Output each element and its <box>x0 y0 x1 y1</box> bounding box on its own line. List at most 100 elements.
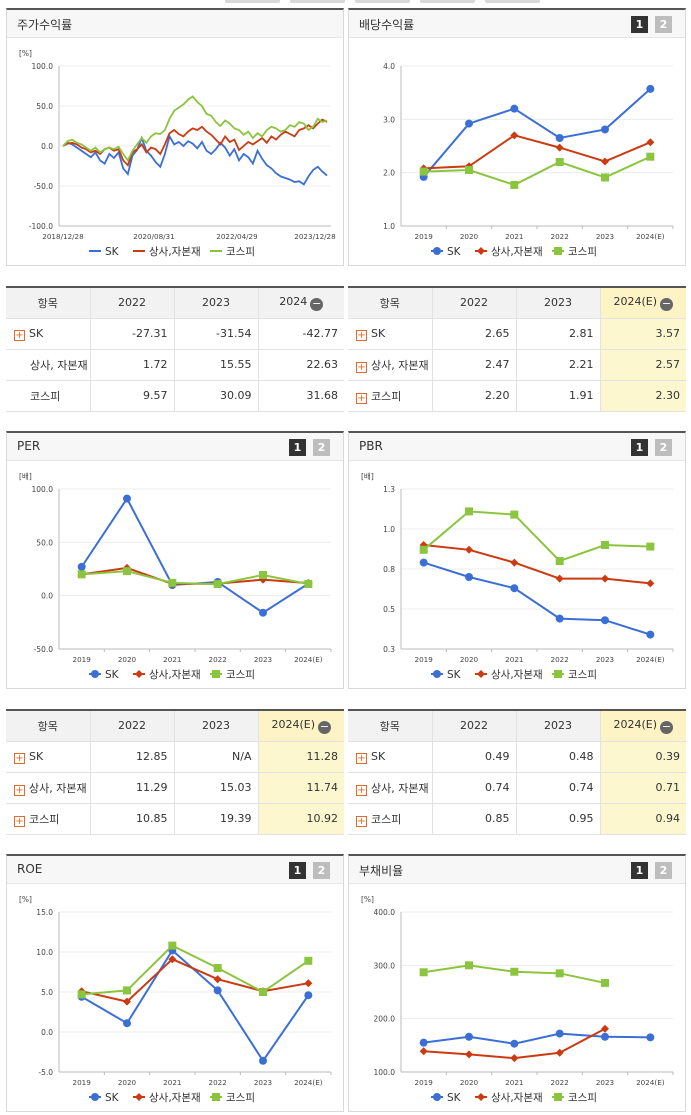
table-cell: 12.85 <box>90 741 175 773</box>
legend-label-kospi: 코스피 <box>568 246 597 258</box>
page-1-button[interactable]: 1 <box>631 439 648 456</box>
expand-plus-icon[interactable]: + <box>356 361 367 373</box>
legend-label-sk: SK <box>447 246 462 258</box>
column-header-item: 항목 <box>348 710 433 742</box>
page-1-button[interactable]: 1 <box>289 862 306 879</box>
page-2-button[interactable]: 2 <box>655 16 672 33</box>
row-label[interactable]: + 상사, 자본재 <box>348 772 433 804</box>
data-point-sk <box>601 125 609 134</box>
table-cell: 31.68 <box>258 380 344 412</box>
legend-label-sk: SK <box>105 1092 120 1104</box>
page-1-button[interactable]: 1 <box>631 862 648 879</box>
panel-header: 주가수익률 <box>7 10 343 38</box>
data-point-sk <box>465 573 473 581</box>
row-label[interactable]: + 상사, 자본재 <box>6 772 91 804</box>
table-row: + SK 2.65 2.81 3.57 <box>348 318 686 350</box>
collapse-icon[interactable]: − <box>660 296 674 311</box>
legend-marker-sk <box>433 670 441 678</box>
expand-plus-icon[interactable]: + <box>14 815 25 827</box>
data-point-sector <box>646 138 655 147</box>
unit-label: [배] <box>361 472 374 481</box>
column-header-year: 2022 <box>90 710 175 742</box>
data-point-sector <box>304 979 313 988</box>
table-cell: 0.39 <box>600 741 686 773</box>
column-header-label: 2024 <box>279 294 308 308</box>
data-point-kospi <box>259 988 267 996</box>
row-label[interactable]: + SK <box>348 741 433 773</box>
expand-plus-icon[interactable]: + <box>356 392 367 404</box>
x-tick-label: 2022/04/29 <box>216 232 258 241</box>
y-tick-label: -5.0 <box>38 1068 53 1077</box>
x-tick-label: 2022 <box>551 232 569 241</box>
legend-label-sector: 상사,자본재 <box>491 1092 543 1104</box>
expand-plus-icon[interactable]: + <box>356 784 367 796</box>
legend-marker-kospi <box>554 247 562 255</box>
column-header-label: 2024(E) <box>613 717 658 731</box>
x-tick-label: 2021 <box>505 1078 523 1087</box>
table-cell: 19.39 <box>174 803 259 835</box>
row-label[interactable]: + 코스피 <box>6 803 91 835</box>
series-line-sk <box>422 88 651 178</box>
series-line-sk <box>81 948 310 1063</box>
column-header-year: 2024(E) − <box>258 710 344 742</box>
collapse-icon[interactable]: − <box>318 719 332 734</box>
data-point-kospi <box>213 580 222 589</box>
data-point-kospi <box>510 967 519 976</box>
page-2-button[interactable]: 2 <box>313 439 330 456</box>
legend-label-sector: 상사,자본재 <box>491 246 543 258</box>
page-1-button[interactable]: 1 <box>289 439 306 456</box>
table-cell: 2.20 <box>432 380 517 412</box>
stock-return-table: 항목 2022 2023 2024− + SK -27.31 -31.54 -42.77 상사, … <box>6 286 344 412</box>
legend-marker-sk <box>91 1093 99 1101</box>
data-point-sk <box>77 562 86 571</box>
table-cell: -42.77 <box>258 318 344 350</box>
y-tick-label: 1.0 <box>383 222 395 231</box>
row-label[interactable]: + SK <box>348 318 433 350</box>
table-cell: 2.21 <box>516 349 601 381</box>
data-point-kospi <box>601 978 609 987</box>
expand-plus-icon[interactable]: + <box>14 752 25 764</box>
data-point-sector <box>555 1048 564 1057</box>
row-label[interactable]: + 상사, 자본재 <box>348 349 433 381</box>
data-point-sk <box>646 1033 655 1042</box>
legend-marker-kospi <box>554 1093 562 1101</box>
plot-area: 4.0 3.0 2.0 1.0 2019 2020 2021 2022 2023 2024(E) <box>383 62 674 241</box>
row-label-text: 상사, 자본재 <box>30 358 88 372</box>
row-label[interactable]: + 코스피 <box>348 380 433 412</box>
expand-plus-icon[interactable]: + <box>356 329 367 341</box>
y-tick-label: 5.0 <box>41 988 53 997</box>
data-point-kospi <box>601 173 609 182</box>
row-label[interactable]: + SK <box>6 741 91 773</box>
data-point-kospi <box>510 180 519 189</box>
expand-plus-icon[interactable]: + <box>356 815 367 827</box>
expand-plus-icon[interactable]: + <box>356 752 367 764</box>
page-2-button[interactable]: 2 <box>655 862 672 879</box>
page-1-button[interactable]: 1 <box>631 16 648 33</box>
table-cell: 10.92 <box>258 803 344 835</box>
legend-marker-sector <box>135 1093 143 1101</box>
y-tick-label: 400.0 <box>374 908 396 917</box>
column-header-year: 2023 <box>174 287 259 319</box>
row-label[interactable]: + SK <box>6 318 91 350</box>
data-point-kospi <box>601 541 609 549</box>
row-label[interactable]: + 코스피 <box>348 803 433 835</box>
table-row: + 상사, 자본재 2.47 2.21 2.57 <box>348 349 686 381</box>
series-line-kospi <box>62 95 328 163</box>
series-sector <box>419 541 655 588</box>
plot-area: [%] 15.0 10.0 5.0 0.0 -5.0 2019 2020 2021 2022 202… <box>19 895 332 1087</box>
collapse-icon[interactable]: − <box>310 296 324 311</box>
plot-area: [배] 1.3 1.0 0.8 0.5 0.3 2019 2020 2021 2022 2023 20… <box>361 472 674 664</box>
series-line-sk <box>62 134 328 186</box>
x-tick-label: 2021 <box>163 1078 181 1087</box>
table-cell: 11.29 <box>90 772 175 804</box>
page-2-button[interactable]: 2 <box>313 862 330 879</box>
expand-plus-icon[interactable]: + <box>14 329 25 341</box>
expand-plus-icon[interactable]: + <box>14 784 25 796</box>
page-2-button[interactable]: 2 <box>655 439 672 456</box>
x-tick-label: 2019 <box>415 1078 434 1087</box>
data-point-kospi <box>555 969 564 978</box>
collapse-icon[interactable]: − <box>660 719 674 734</box>
debt-ratio-chart: [%]400.0 300.0 200.0 100.0 2019 2020 2021 2022 2… <box>361 895 674 1104</box>
data-point-kospi <box>510 510 519 519</box>
data-point-sk <box>419 1038 428 1047</box>
